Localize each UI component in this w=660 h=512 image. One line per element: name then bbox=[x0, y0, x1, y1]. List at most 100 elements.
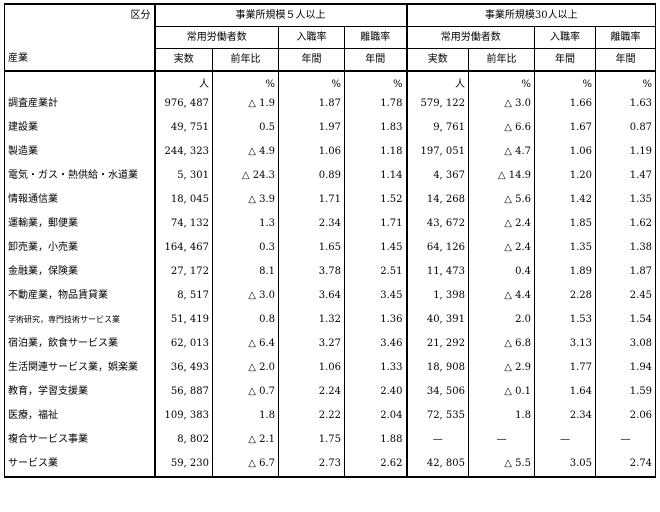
table-row: 建設業 49, 751 0.5 1.97 1.83 9, 761 △ 6.6 1.67 0.87 bbox=[4, 116, 657, 140]
group30-sep-rate-cell: 1.62 bbox=[595, 212, 657, 236]
group30-yoy-cell: △ 2.9 bbox=[468, 356, 535, 380]
group5-actual-cell: 27, 172 bbox=[153, 260, 213, 284]
group30-actual-cell: 42, 805 bbox=[405, 452, 469, 478]
group5-actual-cell: 56, 887 bbox=[153, 380, 213, 404]
unit-percent: % bbox=[468, 71, 535, 92]
group30-actual-cell: 43, 672 bbox=[405, 212, 469, 236]
group30-yoy-cell: 0.4 bbox=[468, 260, 535, 284]
group30-actual-cell: 34, 506 bbox=[405, 380, 469, 404]
unit-percent: % bbox=[534, 71, 596, 92]
group30-actual-cell: 1, 398 bbox=[405, 284, 469, 308]
group30-actual-header: 実数 bbox=[405, 48, 469, 72]
industry-name: 卸売業，小売業 bbox=[4, 236, 155, 260]
group30-hire-rate-cell: 1.67 bbox=[534, 116, 596, 140]
group30-actual-cell: 9, 761 bbox=[405, 116, 469, 140]
group5-sep-rate-cell: 2.62 bbox=[344, 452, 407, 478]
group30-actual-cell: 4, 367 bbox=[405, 164, 469, 188]
group30-hire-rate-cell: 1.53 bbox=[534, 308, 596, 332]
group30-hire-rate-cell: 1.06 bbox=[534, 140, 596, 164]
group5-hire-rate-cell: 2.22 bbox=[278, 404, 345, 428]
kubun-label: 区分 bbox=[4, 3, 155, 27]
group5-yoy-cell: 0.8 bbox=[212, 308, 279, 332]
group30-sep-rate-cell: 1.63 bbox=[595, 92, 657, 116]
group5-actual-cell: 36, 493 bbox=[153, 356, 213, 380]
group5-hire-rate-cell: 1.32 bbox=[278, 308, 345, 332]
group30-yoy-cell: △ 2.4 bbox=[468, 212, 535, 236]
table-row: 金融業，保険業 27, 172 8.1 3.78 2.51 11, 473 0.4 1.89 1… bbox=[4, 260, 657, 284]
table-row: 生活関連サービス業，娯楽業 36, 493 △ 2.0 1.06 1.33 18, 908… bbox=[4, 356, 657, 380]
table-row: 情報通信業 18, 045 △ 3.9 1.71 1.52 14, 268 △ 5.6 1.4… bbox=[4, 188, 657, 212]
unit-percent: % bbox=[278, 71, 345, 92]
group5-yoy-cell: △ 1.9 bbox=[212, 92, 279, 116]
industry-name: 運輸業，郵便業 bbox=[4, 212, 155, 236]
group5-workers-header: 常用労働者数 bbox=[153, 26, 279, 49]
group30-sep-rate-cell: 1.38 bbox=[595, 236, 657, 260]
group30-actual-cell: 40, 391 bbox=[405, 308, 469, 332]
group5-yoy-cell: △ 0.7 bbox=[212, 380, 279, 404]
table-row: 運輸業，郵便業 74, 132 1.3 2.34 1.71 43, 672 △ 2.4 1.8… bbox=[4, 212, 657, 236]
group5-hire-rate-cell: 2.24 bbox=[278, 380, 345, 404]
group5-actual-cell: 62, 013 bbox=[153, 332, 213, 356]
group5-sep-rate-cell: 3.46 bbox=[344, 332, 407, 356]
table-row: 電気・ガス・熱供給・水道業 5, 301 △ 24.3 0.89 1.14 4, 367 △… bbox=[4, 164, 657, 188]
group30-hire-rate-cell: 2.34 bbox=[534, 404, 596, 428]
group30-sep-rate-cell: 1.35 bbox=[595, 188, 657, 212]
group5-sep-rate-cell: 2.40 bbox=[344, 380, 407, 404]
group30-hire-rate-cell: 1.89 bbox=[534, 260, 596, 284]
group5-yoy-cell: △ 2.1 bbox=[212, 428, 279, 452]
group30-hire-rate-cell: 1.42 bbox=[534, 188, 596, 212]
group5-hire-rate-cell: 3.64 bbox=[278, 284, 345, 308]
table-row: 調査産業計 976, 487 △ 1.9 1.87 1.78 579, 122 △ 3.0 1… bbox=[4, 92, 657, 116]
group5-yoy-cell: 0.3 bbox=[212, 236, 279, 260]
group30-sep-rate-cell: 2.45 bbox=[595, 284, 657, 308]
group5-hire-rate-cell: 3.27 bbox=[278, 332, 345, 356]
group30-sep-rate-cell: 1.54 bbox=[595, 308, 657, 332]
group30-actual-cell: 72, 535 bbox=[405, 404, 469, 428]
group30-hire-rate-cell: 3.13 bbox=[534, 332, 596, 356]
group5-actual-cell: 244, 323 bbox=[153, 140, 213, 164]
group5-yoy-cell: 1.3 bbox=[212, 212, 279, 236]
industry-name: 建設業 bbox=[4, 116, 155, 140]
group5-yoy-cell: △ 4.9 bbox=[212, 140, 279, 164]
unit-blank bbox=[4, 71, 155, 92]
group5-sep-header: 離職率 bbox=[344, 26, 407, 49]
group30-sep-rate-cell: 0.87 bbox=[595, 116, 657, 140]
group5-sep-rate-cell: 1.45 bbox=[344, 236, 407, 260]
table-row: 学術研究，専門技術サービス業 51, 419 0.8 1.32 1.36 40, 391 2… bbox=[4, 308, 657, 332]
group30-yoy-cell: △ 4.4 bbox=[468, 284, 535, 308]
unit-person: 人 bbox=[405, 71, 469, 92]
group5-sep-rate-cell: 2.51 bbox=[344, 260, 407, 284]
industry-name: 学術研究，専門技術サービス業 bbox=[4, 308, 155, 332]
group30-hire-annual-header: 年間 bbox=[534, 48, 596, 72]
group5-yoy-cell: △ 6.4 bbox=[212, 332, 279, 356]
group5-actual-cell: 109, 383 bbox=[153, 404, 213, 428]
group5-hire-rate-cell: 2.34 bbox=[278, 212, 345, 236]
group30-hire-rate-cell: 3.05 bbox=[534, 452, 596, 478]
group30-hire-rate-cell: 1.35 bbox=[534, 236, 596, 260]
group5-hire-rate-cell: 0.89 bbox=[278, 164, 345, 188]
group5-sep-rate-cell: 3.45 bbox=[344, 284, 407, 308]
group5-actual-cell: 8, 802 bbox=[153, 428, 213, 452]
table-row: 製造業 244, 323 △ 4.9 1.06 1.18 197, 051 △ 4.7 1.0… bbox=[4, 140, 657, 164]
group30-yoy-cell: △ 3.0 bbox=[468, 92, 535, 116]
industry-name: 電気・ガス・熱供給・水道業 bbox=[4, 164, 155, 188]
group30-sep-rate-cell: — bbox=[595, 428, 657, 452]
group5-hire-rate-cell: 1.87 bbox=[278, 92, 345, 116]
group30-sep-rate-cell: 1.59 bbox=[595, 380, 657, 404]
group30-actual-cell: 21, 292 bbox=[405, 332, 469, 356]
group5-yoy-cell: △ 6.7 bbox=[212, 452, 279, 478]
industry-name: 調査産業計 bbox=[4, 92, 155, 116]
group30-actual-cell: 579, 122 bbox=[405, 92, 469, 116]
industry-name: 生活関連サービス業，娯楽業 bbox=[4, 356, 155, 380]
group30-sep-header: 離職率 bbox=[595, 26, 657, 49]
group30-header: 事業所規模30人以上 bbox=[405, 3, 657, 27]
group5-hire-rate-cell: 2.73 bbox=[278, 452, 345, 478]
group5-header: 事業所規模５人以上 bbox=[153, 3, 407, 27]
group5-sep-rate-cell: 1.36 bbox=[344, 308, 407, 332]
group5-yoy-cell: △ 3.9 bbox=[212, 188, 279, 212]
industry-name: 複合サービス事業 bbox=[4, 428, 155, 452]
group5-actual-cell: 18, 045 bbox=[153, 188, 213, 212]
group5-hire-rate-cell: 1.75 bbox=[278, 428, 345, 452]
group5-hire-rate-cell: 1.71 bbox=[278, 188, 345, 212]
group5-sep-rate-cell: 1.14 bbox=[344, 164, 407, 188]
